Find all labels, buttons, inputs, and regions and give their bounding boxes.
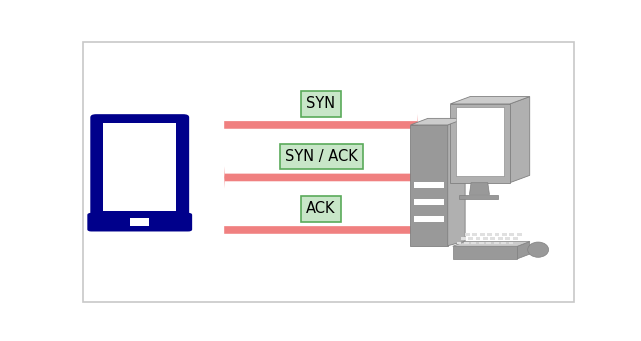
FancyBboxPatch shape [502,233,507,236]
FancyBboxPatch shape [456,242,462,244]
Polygon shape [447,118,465,246]
Ellipse shape [528,242,549,257]
FancyBboxPatch shape [510,233,514,236]
Text: SYN / ACK: SYN / ACK [285,149,358,164]
Polygon shape [469,183,490,194]
Polygon shape [410,125,447,246]
FancyBboxPatch shape [450,104,510,183]
FancyBboxPatch shape [476,237,480,240]
Polygon shape [450,97,529,104]
Text: SYN: SYN [306,97,336,112]
FancyBboxPatch shape [483,237,488,240]
FancyBboxPatch shape [465,233,470,236]
FancyBboxPatch shape [517,233,522,236]
FancyBboxPatch shape [464,242,469,244]
FancyBboxPatch shape [487,242,491,244]
FancyBboxPatch shape [479,233,485,236]
FancyBboxPatch shape [414,198,444,205]
FancyBboxPatch shape [471,242,476,244]
FancyBboxPatch shape [87,213,192,232]
FancyBboxPatch shape [414,182,444,188]
FancyBboxPatch shape [508,242,513,244]
FancyBboxPatch shape [414,216,444,222]
FancyBboxPatch shape [498,237,503,240]
FancyBboxPatch shape [453,246,517,259]
FancyBboxPatch shape [130,218,149,226]
FancyBboxPatch shape [513,237,517,240]
FancyBboxPatch shape [456,107,504,176]
FancyBboxPatch shape [468,237,473,240]
FancyBboxPatch shape [487,233,492,236]
Polygon shape [517,241,529,259]
FancyBboxPatch shape [472,233,477,236]
FancyBboxPatch shape [494,242,499,244]
Polygon shape [453,241,529,246]
FancyBboxPatch shape [90,114,189,220]
FancyBboxPatch shape [505,237,510,240]
FancyBboxPatch shape [459,194,498,199]
FancyBboxPatch shape [501,242,506,244]
Polygon shape [410,118,465,125]
Polygon shape [510,97,529,183]
Text: ACK: ACK [306,202,336,217]
FancyBboxPatch shape [479,242,484,244]
FancyBboxPatch shape [461,237,465,240]
FancyBboxPatch shape [490,237,495,240]
FancyBboxPatch shape [495,233,499,236]
FancyBboxPatch shape [103,123,176,211]
